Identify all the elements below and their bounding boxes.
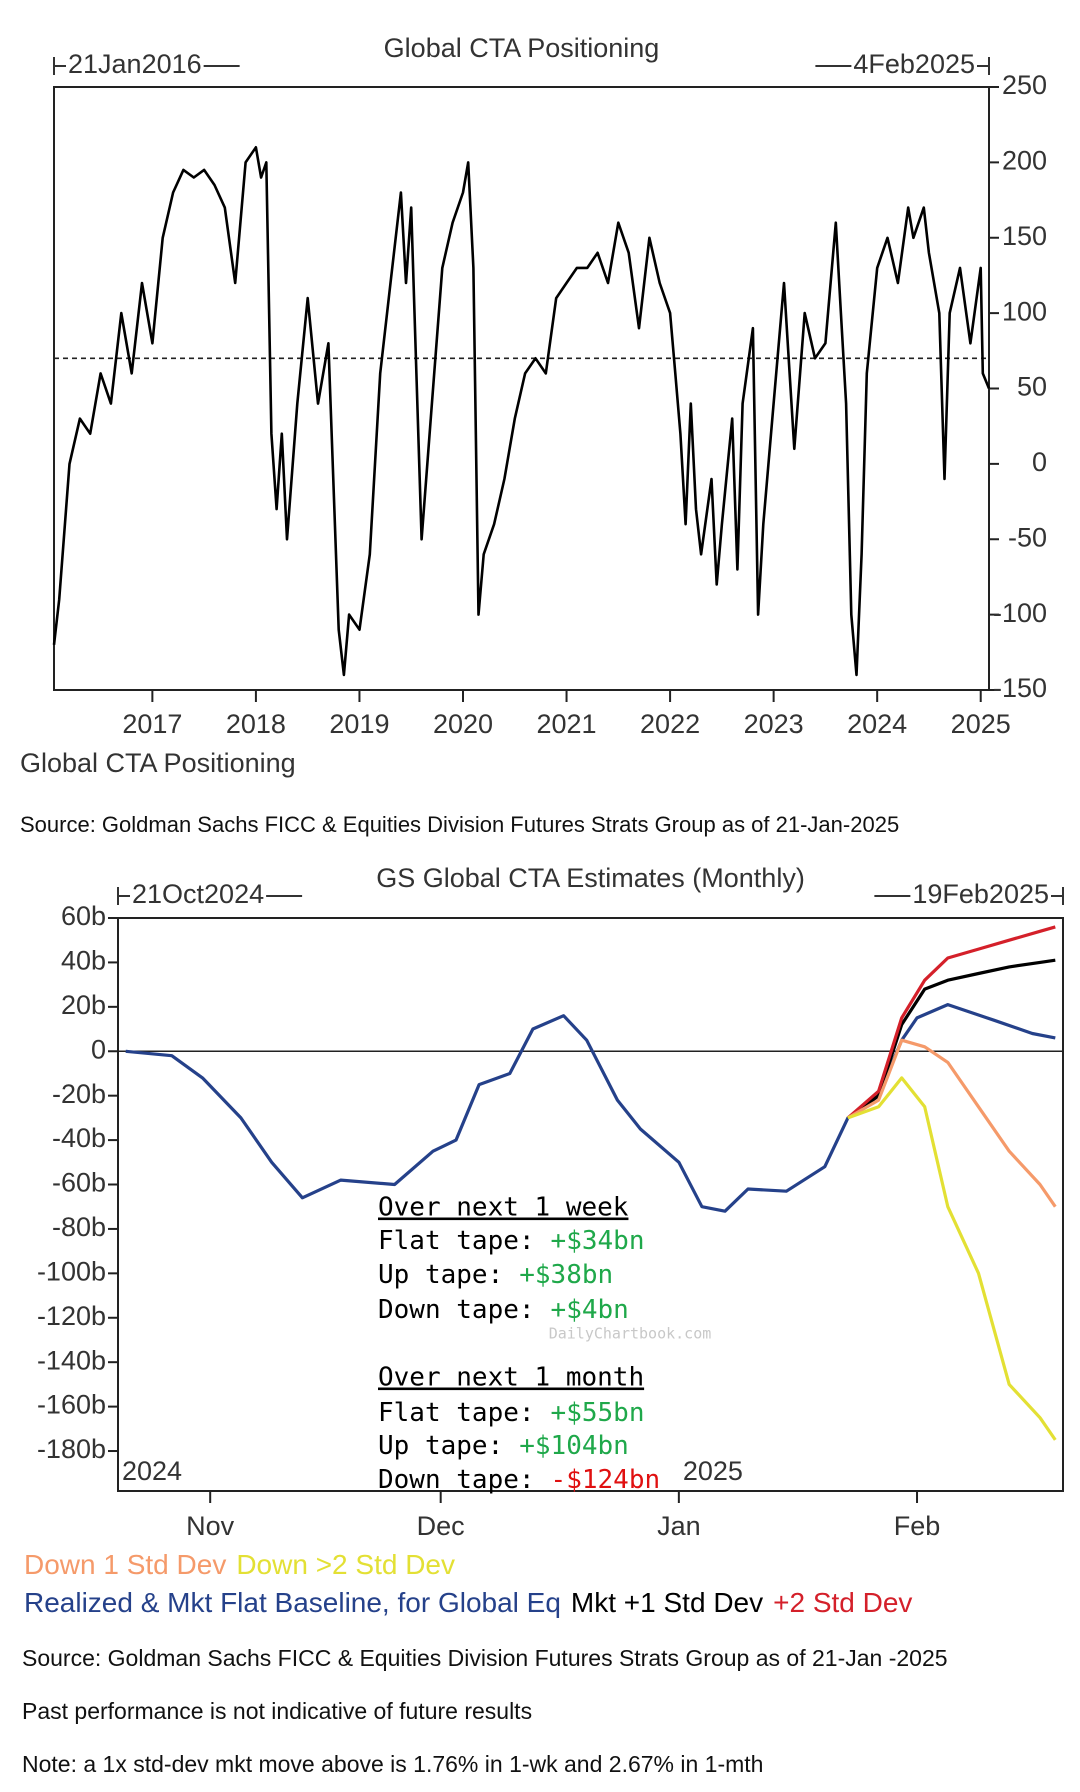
annotation-line: Up tape: +$104bn (378, 1431, 629, 1461)
x-tick-label: 2020 (433, 709, 493, 739)
y-tick-label: -80b (52, 1212, 106, 1242)
y-tick-label: 60b (61, 901, 106, 931)
annotation-line: Flat tape: +$34bn (378, 1226, 644, 1256)
y-tick-label: -140b (37, 1345, 106, 1375)
x-tick-label: 2025 (951, 709, 1011, 739)
annotation-line: Flat tape: +$55bn (378, 1398, 644, 1428)
y-tick-label: -50 (1008, 522, 1047, 552)
x-tick-label: Jan (657, 1511, 701, 1541)
year-label: 2025 (683, 1456, 743, 1486)
x-tick-label: 2017 (122, 709, 182, 739)
plot-frame (117, 917, 1064, 1492)
x-tick-label: 2022 (640, 709, 700, 739)
legend-entry: +2 Std Dev (773, 1587, 912, 1618)
annotation-label: Up tape: (378, 1260, 503, 1290)
note: Past performance is not indicative of fu… (22, 1698, 532, 1724)
legend-entry: Down 1 Std Dev (24, 1549, 226, 1580)
legend-entry: Down >2 Std Dev (236, 1549, 455, 1580)
annotation-value: -$124bn (551, 1465, 661, 1495)
y-tick-label: 200 (1002, 146, 1047, 176)
chart-title: GS Global CTA Estimates (Monthly) (376, 863, 805, 893)
caption: Global CTA Positioning (20, 748, 296, 778)
data-line (846, 958, 1056, 1120)
x-tick-label: 2024 (847, 709, 907, 739)
y-tick-label: 0 (91, 1034, 106, 1064)
annotation-label: Flat tape: (378, 1226, 535, 1256)
annotation-value: +$104bn (519, 1431, 629, 1461)
y-tick-label: 20b (61, 990, 106, 1020)
annotation-line: Down tape: -$124bn (378, 1465, 660, 1495)
x-tick-label: Feb (894, 1511, 941, 1541)
y-tick-label: -120b (37, 1301, 106, 1331)
source: Source: Goldman Sachs FICC & Equities Di… (20, 812, 899, 837)
y-tick-label: 40b (61, 946, 106, 976)
legend-entry: Realized & Mkt Flat Baseline, for Global… (24, 1587, 561, 1618)
chart-title: Global CTA Positioning (384, 33, 660, 63)
range-end: 4Feb2025 (853, 49, 975, 79)
annotation-label: Up tape: (378, 1431, 503, 1461)
annotation-label: Flat tape: (378, 1398, 535, 1428)
x-tick-label: Dec (417, 1511, 465, 1541)
annotation-value: +$38bn (519, 1260, 613, 1290)
data-line (125, 1003, 1056, 1213)
range-start: 21Oct2024 (132, 879, 264, 909)
annotation-line: Up tape: +$38bn (378, 1260, 613, 1290)
annotation-value: +$34bn (551, 1226, 645, 1256)
annotation-heading: Over next 1 week (378, 1193, 629, 1223)
year-label: 2024 (122, 1456, 182, 1486)
legend: Realized & Mkt Flat Baseline, for Global… (24, 1587, 912, 1618)
x-tick-label: Nov (186, 1511, 235, 1541)
x-tick-label: 2019 (329, 709, 389, 739)
range-end: 19Feb2025 (912, 879, 1049, 909)
annotation-value: +$55bn (551, 1398, 645, 1428)
y-tick-label: -150 (993, 673, 1047, 703)
y-tick-label: -20b (52, 1079, 106, 1109)
x-tick-label: 2021 (537, 709, 597, 739)
note: Note: a 1x std-dev mkt move above is 1.7… (22, 1751, 763, 1777)
x-tick-label: 2023 (744, 709, 804, 739)
y-tick-label: 100 (1002, 296, 1047, 326)
y-tick-label: 50 (1017, 372, 1047, 402)
y-tick-label: -60b (52, 1168, 106, 1198)
data-line (846, 925, 1056, 1120)
note: Source: Goldman Sachs FICC & Equities Di… (22, 1645, 948, 1671)
data-line (52, 146, 991, 677)
watermark: DailyChartbook.com (549, 1325, 712, 1343)
y-tick-label: -100b (37, 1256, 106, 1286)
annotation-label: Down tape: (378, 1465, 535, 1495)
annotation-line: Down tape: +$4bn (378, 1295, 629, 1325)
legend-entry: Mkt +1 Std Dev (571, 1587, 763, 1618)
annotation-label: Down tape: (378, 1295, 535, 1325)
y-tick-label: 150 (1002, 221, 1047, 251)
y-tick-label: -160b (37, 1390, 106, 1420)
data-line (847, 1038, 1057, 1208)
y-tick-label: -100 (993, 598, 1047, 628)
y-tick-label: -40b (52, 1123, 106, 1153)
annotation-value: +$4bn (551, 1295, 629, 1325)
annotation-heading: Over next 1 month (378, 1363, 644, 1393)
legend: Down 1 Std Dev Down >2 Std Dev (24, 1549, 455, 1580)
y-tick-label: 250 (1002, 70, 1047, 100)
y-tick-label: 0 (1032, 447, 1047, 477)
x-tick-label: 2018 (226, 709, 286, 739)
y-tick-label: -180b (37, 1434, 106, 1464)
data-line (847, 1076, 1057, 1441)
range-start: 21Jan2016 (68, 49, 202, 79)
